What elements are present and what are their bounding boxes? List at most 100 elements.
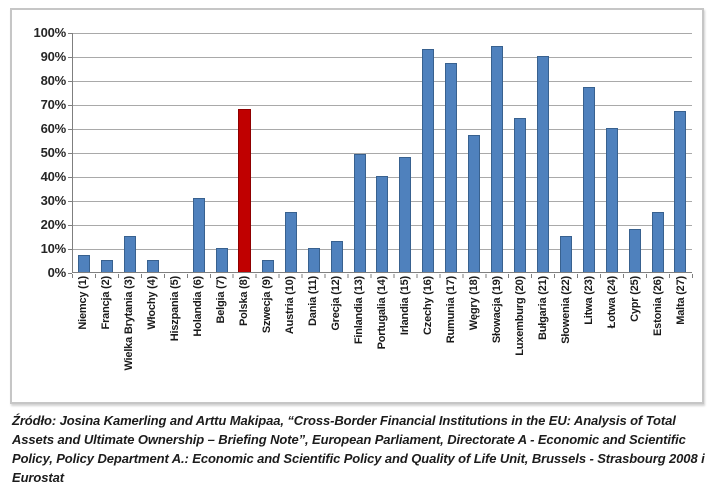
bar-czechy-16-[interactable] bbox=[422, 48, 435, 272]
bar-slot-7 bbox=[211, 33, 234, 272]
bars-row bbox=[73, 33, 692, 272]
x-category-label: Cypr (25) bbox=[628, 276, 641, 322]
bar-slot-9 bbox=[256, 33, 279, 272]
bar-slot-17 bbox=[440, 33, 463, 272]
y-tick-label: 90% bbox=[40, 49, 67, 64]
bar-slot-14 bbox=[371, 33, 394, 272]
bar-wielka-brytania-3-[interactable] bbox=[124, 236, 137, 272]
bar-slot-26 bbox=[646, 33, 669, 272]
bar-slot-5 bbox=[165, 33, 188, 272]
bar-portugalia-14-[interactable] bbox=[376, 176, 389, 272]
y-tick-label: 60% bbox=[40, 121, 67, 136]
bar-slot-4 bbox=[142, 33, 165, 272]
y-axis-tick bbox=[68, 105, 72, 106]
bar-włochy-4-[interactable] bbox=[147, 260, 160, 272]
bar-slot-21 bbox=[531, 33, 554, 272]
bar-niemcy-1-[interactable] bbox=[78, 255, 91, 272]
bar-cypr-25-[interactable] bbox=[628, 228, 641, 272]
bar-belgia-7-[interactable] bbox=[215, 248, 228, 272]
x-category-label: Malta (27) bbox=[674, 276, 687, 325]
x-axis-ticks bbox=[72, 274, 693, 278]
bar-bułgaria-21-[interactable] bbox=[536, 56, 549, 272]
x-category-label: Holandia (6) bbox=[192, 276, 205, 337]
bar-polska-8-[interactable] bbox=[238, 108, 252, 272]
bar-finlandia-13-[interactable] bbox=[353, 154, 366, 272]
x-category-label: Włochy (4) bbox=[146, 276, 159, 330]
bar-slot-11 bbox=[302, 33, 325, 272]
bar-slot-6 bbox=[188, 33, 211, 272]
x-category-label: Wielka Brytania (3) bbox=[123, 276, 136, 371]
bar-węgry-18-[interactable] bbox=[468, 135, 481, 272]
bar-łotwa-24-[interactable] bbox=[605, 128, 618, 272]
y-axis-tick bbox=[68, 129, 72, 130]
y-axis-tick bbox=[68, 33, 72, 34]
bar-holandia-6-[interactable] bbox=[193, 197, 206, 272]
bar-słowenia-22-[interactable] bbox=[559, 236, 572, 272]
x-category-label: Grecja (12) bbox=[330, 276, 343, 331]
y-tick-label: 40% bbox=[40, 169, 67, 184]
x-category-label: Belgia (7) bbox=[215, 276, 228, 324]
x-category-label: Szwecja (9) bbox=[261, 276, 274, 334]
bar-slot-20 bbox=[509, 33, 532, 272]
bar-slot-3 bbox=[119, 33, 142, 272]
bar-chart: 100% 90% 80% 70% 60% 50% 40% 30% 20% 10% 0% Niemcy… bbox=[10, 8, 704, 404]
x-category-label: Francja (2) bbox=[100, 276, 113, 330]
bar-slot-13 bbox=[348, 33, 371, 272]
y-axis-tick bbox=[68, 201, 72, 202]
bar-slot-24 bbox=[600, 33, 623, 272]
bar-slot-25 bbox=[623, 33, 646, 272]
bar-malta-27-[interactable] bbox=[674, 111, 687, 272]
x-category-label: Bułgaria (21) bbox=[536, 276, 549, 341]
x-category-label: Słowenia (22) bbox=[559, 276, 572, 344]
y-axis-tick bbox=[68, 81, 72, 82]
x-category-label: Węgry (18) bbox=[467, 276, 480, 331]
y-tick-label: 50% bbox=[40, 145, 67, 160]
x-category-label: Portugalia (14) bbox=[376, 276, 388, 350]
y-tick-label: 20% bbox=[40, 217, 67, 232]
bar-estonia-26-[interactable] bbox=[651, 212, 664, 272]
bar-slot-27 bbox=[669, 33, 692, 272]
x-category-label: Austria (10) bbox=[284, 276, 297, 335]
bar-slot-16 bbox=[417, 33, 440, 272]
bar-slot-8 bbox=[233, 33, 256, 272]
bar-slot-23 bbox=[577, 33, 600, 272]
y-tick-label: 100% bbox=[33, 25, 67, 40]
bar-luxemburg-20-[interactable] bbox=[513, 118, 526, 272]
y-axis-tick bbox=[68, 57, 72, 58]
y-axis-tick bbox=[68, 249, 72, 250]
y-tick-label: 80% bbox=[40, 73, 67, 88]
x-category-label: Rumunia (17) bbox=[444, 276, 457, 344]
y-axis-tick bbox=[68, 225, 72, 226]
y-axis-tick bbox=[68, 177, 72, 178]
x-category-label: Litwa (23) bbox=[582, 276, 595, 325]
y-tick-label: 70% bbox=[40, 97, 67, 112]
x-category-label: Irlandia (15) bbox=[398, 276, 411, 336]
x-category-label: Łotwa (24) bbox=[605, 276, 618, 329]
bar-slot-15 bbox=[394, 33, 417, 272]
x-category-label: Luxemburg (20) bbox=[513, 276, 526, 356]
bar-rumunia-17-[interactable] bbox=[445, 63, 458, 272]
y-tick-label: 30% bbox=[40, 193, 67, 208]
x-category-label: Słowacja (19) bbox=[490, 276, 503, 344]
bar-francja-2-[interactable] bbox=[101, 260, 114, 272]
bar-slot-18 bbox=[463, 33, 486, 272]
bar-grecja-12-[interactable] bbox=[330, 240, 343, 272]
x-category-label: Czechy (16) bbox=[421, 276, 434, 335]
y-axis-tick bbox=[68, 153, 72, 154]
bar-litwa-23-[interactable] bbox=[582, 87, 595, 272]
plot-area bbox=[72, 33, 692, 273]
y-tick-label: 0% bbox=[47, 265, 67, 280]
bar-slot-22 bbox=[554, 33, 577, 272]
source-caption: Źródło: Josina Kamerling and Arttu Makip… bbox=[12, 413, 705, 485]
x-category-label: Estonia (26) bbox=[651, 276, 664, 336]
bar-szwecja-9-[interactable] bbox=[261, 260, 274, 272]
bar-slot-2 bbox=[96, 33, 119, 272]
x-category-label: Dania (11) bbox=[307, 276, 320, 326]
y-tick-label: 10% bbox=[40, 241, 67, 256]
bar-dania-11-[interactable] bbox=[307, 248, 320, 272]
bar-irlandia-15-[interactable] bbox=[399, 156, 412, 272]
bar-slot-12 bbox=[325, 33, 348, 272]
bar-austria-10-[interactable] bbox=[284, 212, 297, 272]
bar-słowacja-19-[interactable] bbox=[491, 46, 504, 272]
